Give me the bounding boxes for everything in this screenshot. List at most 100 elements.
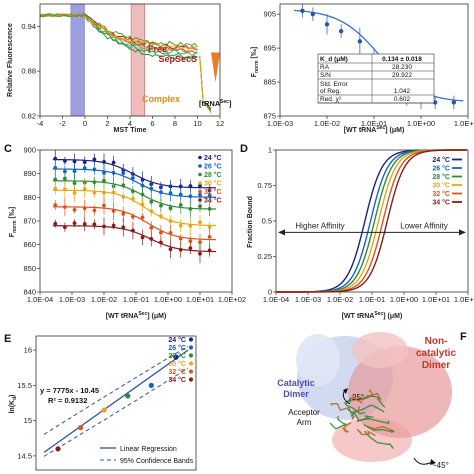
- data-point: [92, 180, 97, 185]
- r-squared: R² = 0.9132: [48, 396, 87, 405]
- acceptor-label: Arm: [297, 418, 312, 427]
- trna-ribbon: [366, 425, 394, 432]
- legend-entry: 26 °C: [168, 344, 186, 352]
- table-value: 28.230: [392, 64, 412, 71]
- data-point: [63, 225, 67, 230]
- table-value: 0.602: [394, 96, 411, 103]
- table-value: 29.922: [392, 72, 412, 79]
- data-point: [178, 203, 183, 207]
- panel-a-x-tick-label: 2: [105, 119, 109, 128]
- panel-c-xlabel: [WT tRNASec] (μM): [106, 311, 167, 320]
- data-point: [125, 393, 131, 399]
- ann-trna: [tRNA: [199, 99, 221, 108]
- trna-ribbon: [330, 402, 353, 415]
- legend-confidence: 95% Confidence Bands: [120, 458, 194, 465]
- panel-b-y-tick-label: 895: [263, 44, 276, 53]
- data-point: [53, 156, 58, 161]
- tail-trace: [199, 56, 212, 114]
- legend-marker: [198, 172, 202, 177]
- ann-free: Free: [148, 44, 167, 54]
- angle-label: 25°: [352, 393, 364, 402]
- table-value: 1.042: [394, 88, 411, 95]
- data-point: [159, 203, 163, 208]
- data-point: [63, 158, 67, 163]
- data-point: [173, 354, 179, 360]
- panel-c-x-tick-label: 1.0E+00: [154, 295, 182, 304]
- trna-ribbon: [350, 404, 385, 417]
- data-point: [72, 181, 77, 186]
- data-point: [102, 203, 106, 208]
- data-point: [111, 160, 116, 165]
- data-point: [92, 190, 97, 195]
- panel-d-x-tick-label: 1.0E+00: [390, 295, 418, 304]
- data-point: [53, 203, 58, 207]
- panel-c-y-tick-label: 900: [23, 146, 36, 155]
- legend-entry: 24 °C: [204, 154, 222, 162]
- data-point: [140, 192, 145, 197]
- trna-ribbon: [361, 395, 386, 408]
- panel-c-y-tick-label: 890: [23, 169, 36, 178]
- data-point: [121, 171, 126, 175]
- panel-d-ylabel: Fraction Bound: [247, 196, 254, 248]
- panel-a-x-tick-label: 10: [193, 119, 201, 128]
- data-point: [130, 176, 135, 180]
- data-point: [130, 228, 135, 233]
- legend-marker: [188, 353, 194, 358]
- panel-d-y-tick-label: 0.5: [262, 217, 272, 226]
- regression-equation: y = 7775x - 10.45: [40, 386, 99, 395]
- regression-line: [43, 349, 189, 453]
- data-point: [178, 236, 183, 241]
- data-point: [149, 209, 154, 213]
- panel-d-y-tick-label: 0: [268, 288, 272, 297]
- fit-curve-5: [52, 225, 217, 253]
- cold-region: [70, 4, 85, 116]
- legend-entry: 34 °C: [204, 197, 222, 205]
- panel-b-ylabel: Fnorm [‰]: [251, 47, 260, 77]
- data-point: [130, 214, 135, 219]
- ann-trna-sup: Sec: [220, 99, 229, 105]
- data-point: [178, 192, 183, 197]
- data-point: [102, 224, 106, 229]
- panel-e-y-tick-label: 15: [24, 416, 32, 425]
- data-point: [207, 248, 212, 253]
- data-point: [92, 157, 97, 162]
- legend-marker: [198, 181, 202, 185]
- higher-affinity-label: Higher Affinity: [295, 221, 344, 230]
- table-key: Red. χ²: [320, 96, 342, 103]
- panel-d-y-tick-label: 0.75: [257, 181, 272, 190]
- panel-a-x-tick-label: 12: [216, 119, 224, 128]
- data-point: [357, 39, 363, 44]
- panel-f-label: F: [460, 331, 467, 343]
- data-point: [72, 169, 77, 174]
- panel-b-y-tick-label: 905: [263, 10, 276, 19]
- data-point: [149, 237, 154, 241]
- data-point: [92, 222, 97, 227]
- data-point: [198, 183, 202, 188]
- panel-c-y-tick-label: 840: [23, 288, 36, 297]
- panel-e-y-tick-label: 16: [24, 346, 32, 355]
- lower-affinity-label: Lower Affinity: [400, 221, 447, 230]
- noncatalytic-dimer-blob: [332, 418, 412, 462]
- data-point: [207, 225, 212, 229]
- panel-a-y-tick-label: 0.94: [21, 22, 36, 31]
- panel-c-x-tick-label: 1.0E-01: [123, 295, 149, 304]
- panel-a-y-tick-label: 0.88: [21, 67, 36, 76]
- legend-entry: 24 °C: [168, 336, 186, 344]
- panel-b-x-tick-label: 1.0E+00: [407, 119, 435, 128]
- noncatalytic-label: catalytic: [416, 348, 456, 359]
- data-point: [77, 425, 84, 431]
- panel-b-x-tick-label: 1.0E-01: [361, 119, 387, 128]
- data-point: [324, 22, 330, 27]
- table-key: Std. Error: [320, 81, 349, 88]
- trna-ribbon: [356, 428, 376, 437]
- trna-ribbon: [363, 424, 395, 433]
- legend-marker: [198, 198, 202, 202]
- panel-c-x-tick-label: 1.0E+02: [218, 295, 246, 304]
- data-point: [82, 206, 87, 211]
- data-point: [101, 407, 107, 413]
- legend-entry: 28 °C: [432, 173, 450, 181]
- data-point: [207, 193, 212, 198]
- panel-d-x-tick-label: 1.0E-02: [327, 295, 353, 304]
- structure-illustration: [296, 332, 452, 465]
